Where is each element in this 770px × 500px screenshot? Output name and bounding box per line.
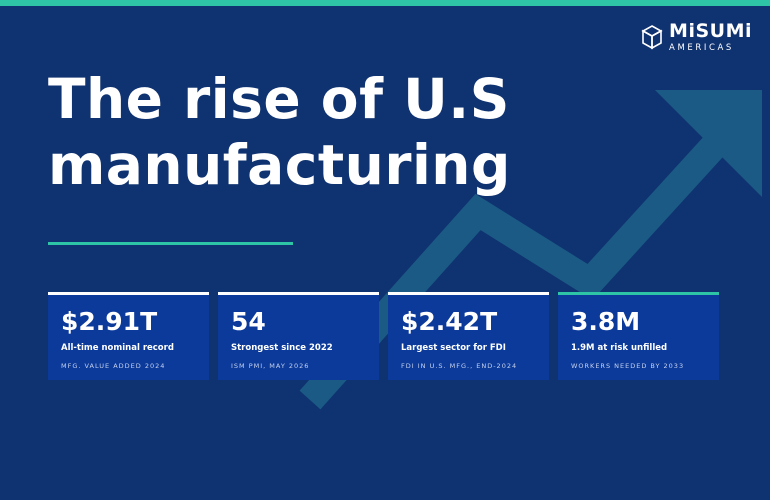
title-line-1: The rise of U.S [48, 67, 510, 131]
stat-label: All-time nominal record [61, 343, 174, 353]
misumi-logo: MiSUMi AMERICAS [641, 22, 752, 53]
page-title: The rise of U.S manufacturing [48, 66, 511, 198]
stat-card-workers: 3.8M 1.9M at risk unfilled WORKERS NEEDE… [558, 292, 719, 380]
stat-label: 1.9M at risk unfilled [571, 343, 668, 353]
stat-card-fdi: $2.42T Largest sector for FDI FDI IN U.S… [388, 292, 549, 380]
logo-subtitle: AMERICAS [669, 43, 734, 53]
stat-label: Strongest since 2022 [231, 343, 333, 353]
stat-label: Largest sector for FDI [401, 343, 506, 353]
top-accent-stripe [0, 0, 770, 6]
logo-name: MiSUMi [669, 20, 752, 42]
stat-note: MFG. VALUE ADDED 2024 [61, 362, 166, 370]
stat-value: 54 [231, 307, 266, 336]
stat-note: WORKERS NEEDED BY 2033 [571, 362, 685, 370]
stat-note: ISM PMI, MAY 2026 [231, 362, 310, 370]
stat-value: $2.91T [61, 307, 158, 336]
stat-value: 3.8M [571, 307, 641, 336]
cube-icon [641, 25, 663, 50]
title-line-2: manufacturing [48, 133, 511, 197]
title-underline [48, 242, 293, 245]
stat-card-pmi: 54 Strongest since 2022 ISM PMI, MAY 202… [218, 292, 379, 380]
stat-note: FDI IN U.S. MFG., END-2024 [401, 362, 518, 370]
stat-value: $2.42T [401, 307, 498, 336]
stat-card-value-added: $2.91T All-time nominal record MFG. VALU… [48, 292, 209, 380]
